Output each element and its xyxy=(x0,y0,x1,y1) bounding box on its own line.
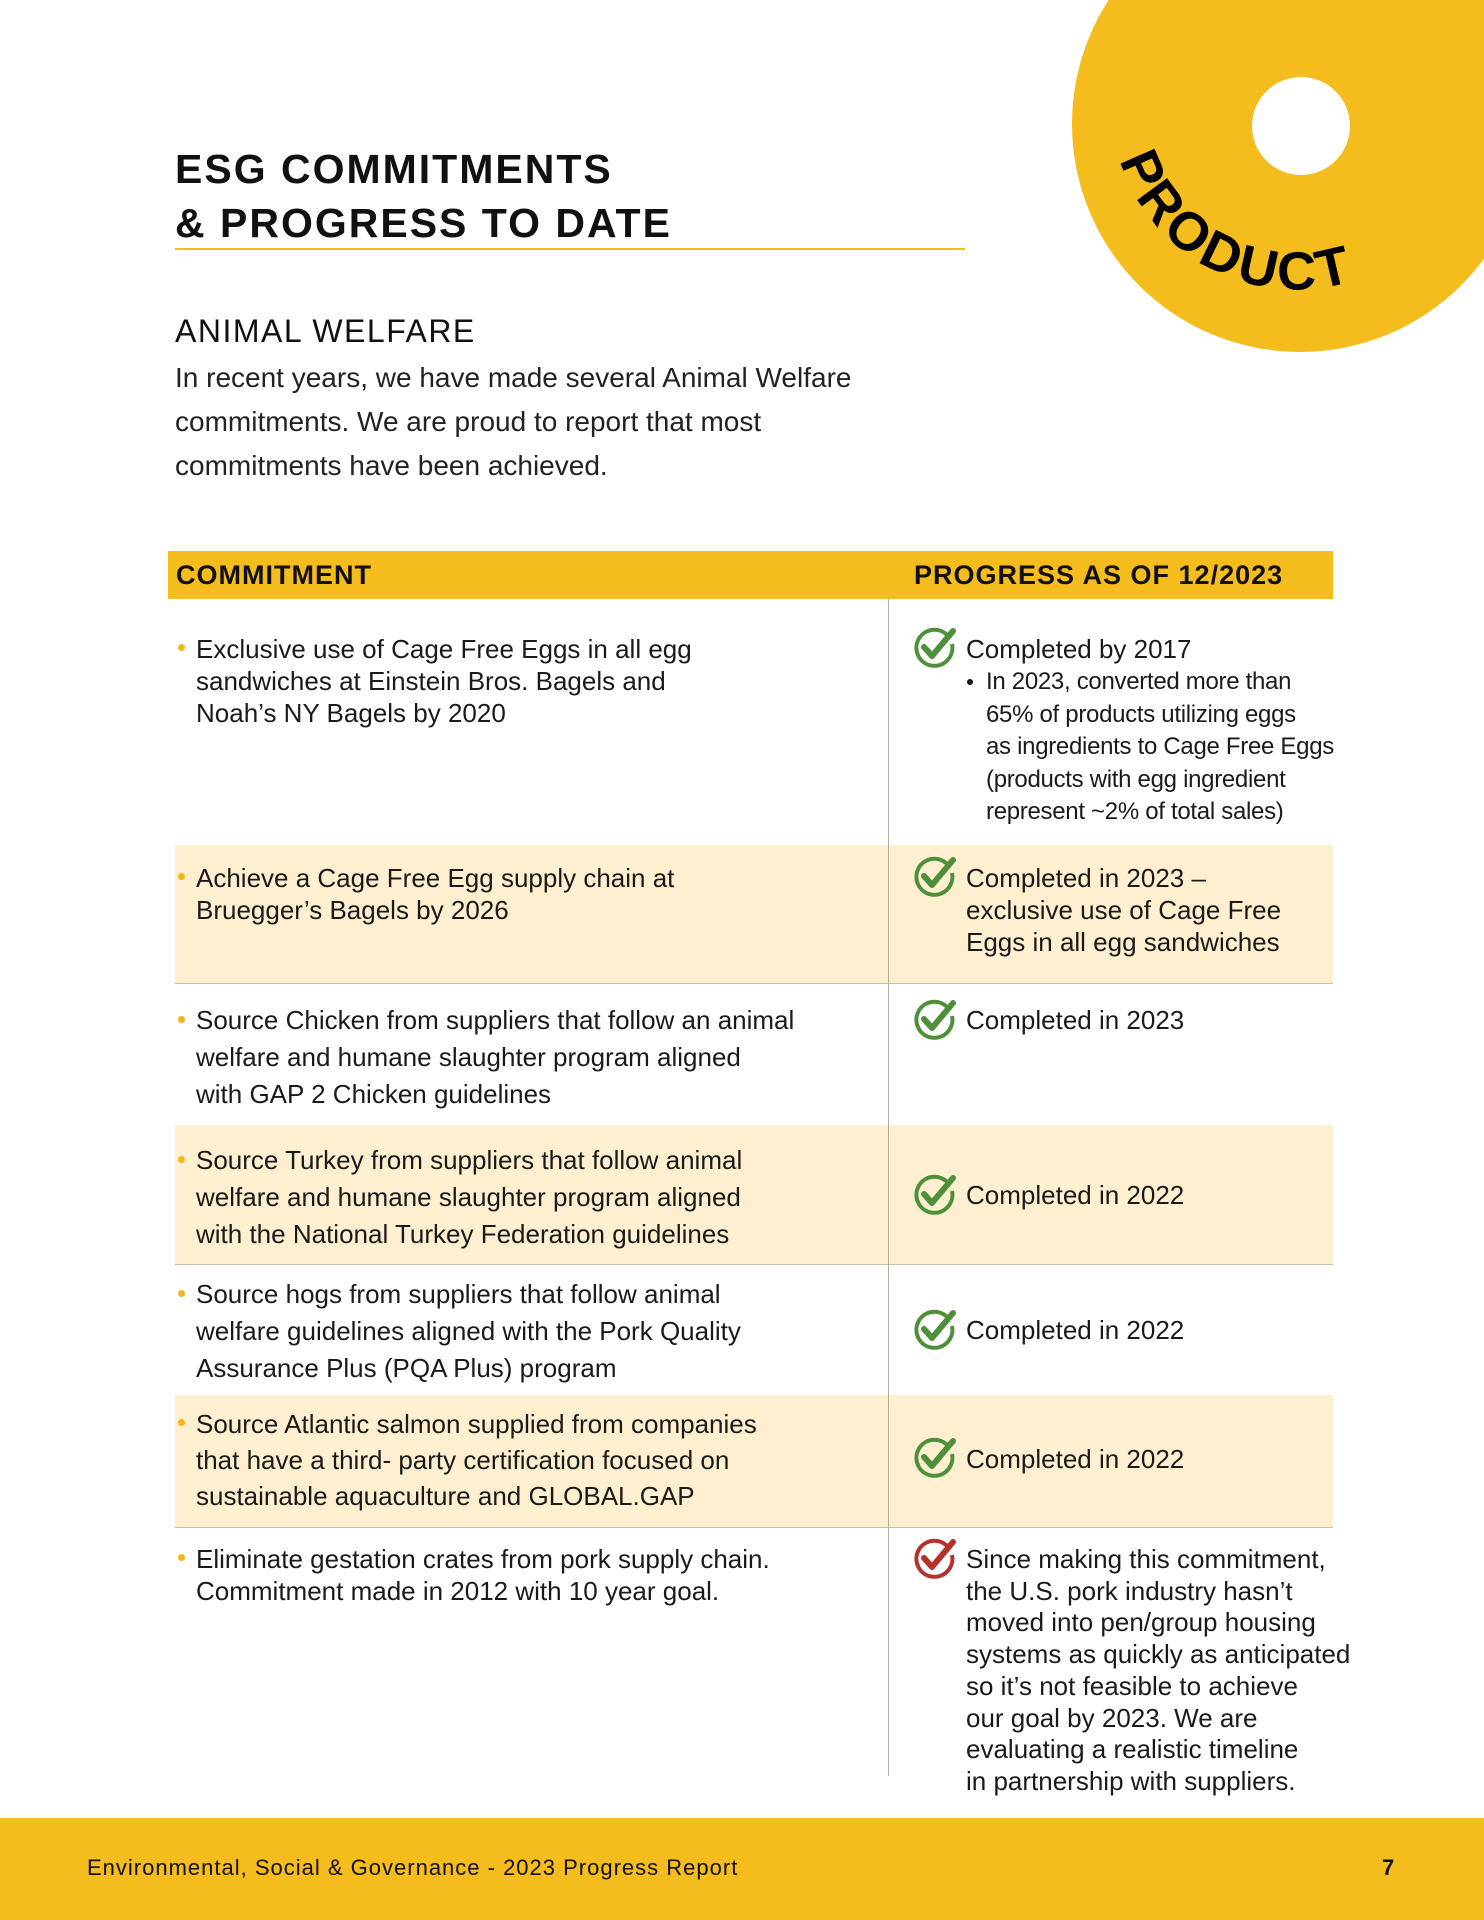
bullet-icon xyxy=(176,1419,186,1434)
header-progress: PROGRESS AS OF 12/2023 xyxy=(914,560,1284,590)
badge-circle xyxy=(1072,0,1484,352)
bullet-icon xyxy=(176,644,186,659)
progress-text: Completed in 2022 xyxy=(966,1444,1185,1474)
check-circle-icon xyxy=(914,999,956,1040)
check-circle-icon xyxy=(914,1309,956,1350)
section-title: ANIMAL WELFARE xyxy=(175,313,476,349)
page-title: ESG COMMITMENTS & PROGRESS TO DATE xyxy=(175,146,672,246)
progress-text: Completed in 2022 xyxy=(966,1315,1185,1345)
commitment-text: Source hogs from suppliers that follow a… xyxy=(196,1279,741,1383)
progress-text: Completed in 2023 xyxy=(966,1005,1185,1035)
check-circle-icon xyxy=(914,856,956,897)
progress-text: Completed by 2017 xyxy=(966,634,1192,664)
commitment-text: Eliminate gestation crates from pork sup… xyxy=(196,1544,770,1606)
header-commitment: COMMITMENT xyxy=(176,560,372,590)
badge-hole xyxy=(1252,77,1350,175)
bullet-icon xyxy=(176,1554,186,1569)
check-circle-icon xyxy=(914,627,956,668)
table-row xyxy=(175,845,1333,984)
column-divider xyxy=(888,599,889,1776)
product-badge: PRODUCT xyxy=(1072,0,1484,352)
progress-text: Since making this commitment, the U.S. p… xyxy=(966,1544,1351,1796)
commitment-text: Achieve a Cage Free Egg supply chain at … xyxy=(196,863,675,925)
table-header: COMMITMENT PROGRESS AS OF 12/2023 xyxy=(168,551,1333,599)
progress-text: Completed in 2022 xyxy=(966,1180,1185,1210)
bullet-icon xyxy=(176,873,186,888)
title-underline xyxy=(175,248,965,250)
bullet-icon xyxy=(176,1015,186,1031)
bullet-icon xyxy=(176,1289,186,1305)
check-circle-red-icon xyxy=(914,1538,956,1579)
table-row xyxy=(175,1395,1333,1528)
page-number: 7 xyxy=(1382,1855,1395,1880)
commitment-text: Source Atlantic salmon supplied from com… xyxy=(196,1409,757,1511)
progress-detail: In 2023, converted more than 65% of prod… xyxy=(986,668,1334,825)
sub-bullet-icon xyxy=(967,679,973,686)
commitment-text: Source Turkey from suppliers that follow… xyxy=(196,1145,743,1249)
footer-bar xyxy=(0,1818,1484,1920)
section-intro: In recent years, we have made several An… xyxy=(175,362,852,481)
commitment-text: Source Chicken from suppliers that follo… xyxy=(196,1005,795,1109)
table-row xyxy=(175,1125,1333,1265)
check-circle-icon xyxy=(914,1437,956,1478)
footer-text: Environmental, Social & Governance - 202… xyxy=(87,1855,739,1880)
progress-text: Completed in 2023 – exclusive use of Cag… xyxy=(966,863,1282,957)
commitment-text: Exclusive use of Cage Free Eggs in all e… xyxy=(196,634,692,728)
bullet-icon xyxy=(176,1155,186,1171)
check-circle-icon xyxy=(914,1174,956,1215)
